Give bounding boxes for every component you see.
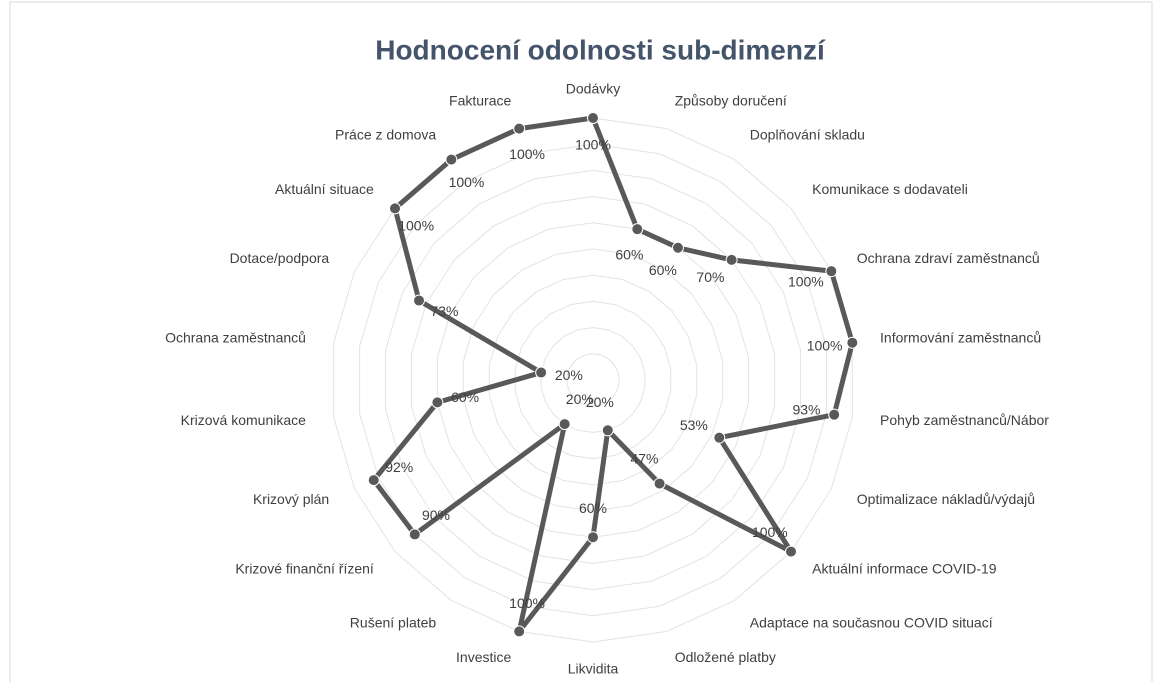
value-label: 70% xyxy=(696,269,724,285)
category-label: Způsoby doručení xyxy=(675,92,787,108)
data-point xyxy=(413,294,426,307)
grid-ring xyxy=(566,353,620,407)
grid-ring xyxy=(410,196,776,564)
value-label: 92% xyxy=(385,459,413,475)
data-point xyxy=(388,202,401,215)
value-label: 60% xyxy=(649,262,677,278)
value-label: 60% xyxy=(615,247,643,263)
data-point xyxy=(785,545,798,558)
category-label: Dodávky xyxy=(566,81,620,97)
value-label: 100% xyxy=(509,595,545,611)
data-point xyxy=(535,366,548,379)
category-label: Ochrana zaměstnanců xyxy=(165,329,306,345)
data-point xyxy=(671,241,684,254)
data-point xyxy=(601,424,614,437)
value-label: 60% xyxy=(579,500,607,516)
category-label: Práce z domova xyxy=(335,127,436,143)
value-label: 93% xyxy=(792,401,820,417)
grid-ring xyxy=(488,274,698,486)
grid-ring xyxy=(514,300,672,460)
data-point xyxy=(825,265,838,278)
value-label: 53% xyxy=(680,417,708,433)
value-label: 20% xyxy=(586,394,614,410)
data-point xyxy=(653,477,666,490)
data-point xyxy=(828,408,841,421)
category-label: Ochrana zdraví zaměstnanců xyxy=(857,250,1040,266)
value-label: 100% xyxy=(575,137,611,153)
data-point xyxy=(513,625,526,638)
data-point xyxy=(367,474,380,487)
value-label: 60% xyxy=(451,389,479,405)
category-label: Krizový plán xyxy=(253,491,329,507)
chart-border xyxy=(9,1,1153,682)
category-label: Investice xyxy=(456,649,511,665)
category-label: Optimalizace nákladů/výdajů xyxy=(857,491,1035,507)
category-label: Doplňování skladu xyxy=(750,127,865,143)
data-point xyxy=(713,431,726,444)
category-label: Pohyb zaměstnanců/Nábor xyxy=(880,412,1049,428)
value-label: 47% xyxy=(630,451,658,467)
data-point xyxy=(846,336,859,349)
value-label: 20% xyxy=(566,391,594,407)
value-label: 100% xyxy=(752,524,788,540)
chart-title: Hodnocení odolnosti sub-dimenzí xyxy=(375,34,826,65)
data-point xyxy=(513,122,526,135)
data-point xyxy=(558,418,571,431)
grid-ring xyxy=(333,117,853,643)
data-point xyxy=(408,528,421,541)
series-line xyxy=(371,115,855,634)
value-label: 100% xyxy=(807,337,843,353)
value-label: 100% xyxy=(398,217,434,233)
value-label: 90% xyxy=(422,507,450,523)
category-label: Dotace/podpora xyxy=(230,250,330,266)
category-label: Fakturace xyxy=(449,92,511,108)
data-point xyxy=(445,153,458,166)
data-point xyxy=(725,253,738,266)
data-point xyxy=(631,223,644,236)
grid-ring xyxy=(462,248,724,512)
category-label: Rušení plateb xyxy=(350,615,437,631)
category-label: Likvidita xyxy=(568,661,619,677)
category-label: Komunikace s dodavateli xyxy=(812,181,968,197)
value-label: 20% xyxy=(555,367,583,383)
category-label: Adaptace na současnou COVID situací xyxy=(750,615,993,631)
category-label: Aktuální informace COVID-19 xyxy=(812,561,997,577)
category-label: Krizová komunikace xyxy=(181,412,306,428)
grid-ring xyxy=(540,327,646,433)
grid-ring xyxy=(359,143,827,617)
value-label: 100% xyxy=(788,273,824,289)
value-label: 100% xyxy=(449,174,485,190)
data-point xyxy=(587,112,599,124)
category-label: Informování zaměstnanců xyxy=(880,329,1041,345)
category-label: Odložené platby xyxy=(675,649,776,665)
category-label: Aktuální situace xyxy=(275,181,374,197)
data-point xyxy=(587,531,599,544)
value-label: 100% xyxy=(509,146,545,162)
data-point xyxy=(431,396,444,409)
value-label: 73% xyxy=(430,303,458,319)
category-label: Krizové finanční řízení xyxy=(235,561,374,577)
